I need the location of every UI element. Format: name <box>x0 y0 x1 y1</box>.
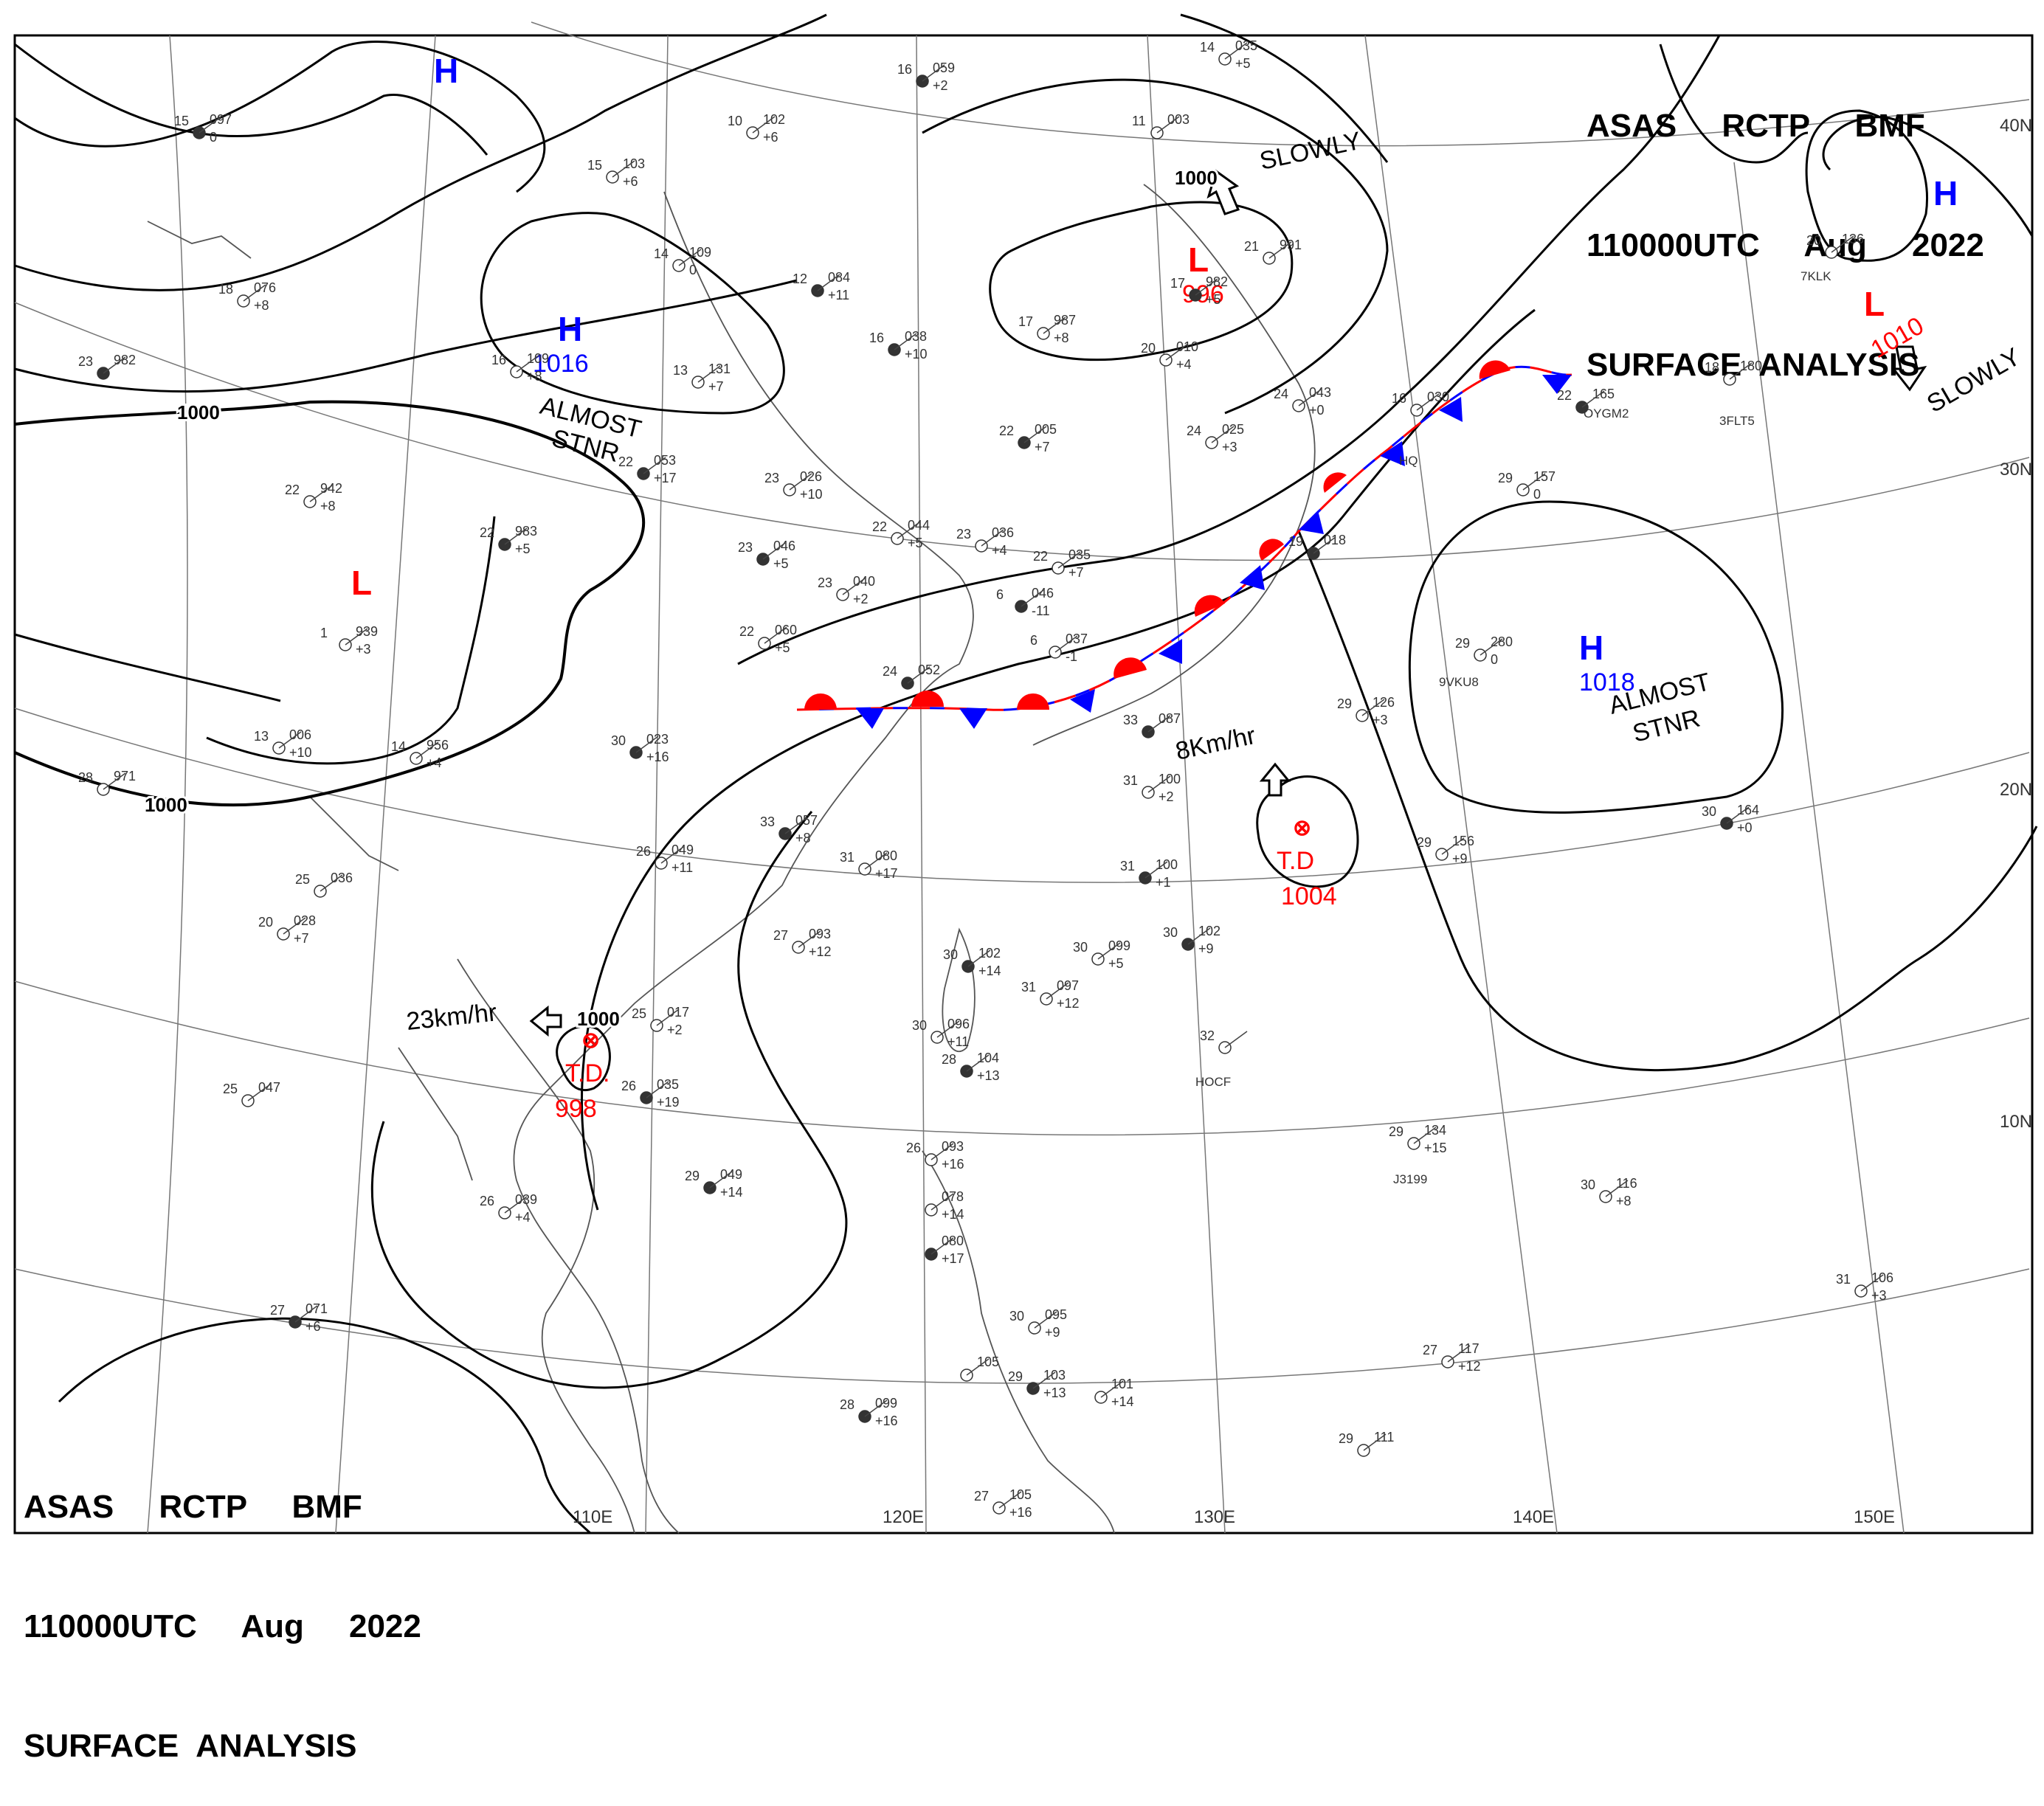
arrow-td-west <box>529 1005 562 1037</box>
coast-japan <box>1032 184 1316 746</box>
isobar-1012-front <box>737 35 1721 665</box>
front-semicircle <box>804 693 837 710</box>
front-triangle <box>1380 441 1405 466</box>
coast-indochina <box>457 958 635 1534</box>
meridian-110e <box>335 35 436 1534</box>
isobar-td-small <box>556 1025 611 1092</box>
isobar-1012-sw <box>58 1317 592 1535</box>
front-semicircle <box>1323 472 1347 493</box>
isobar-1016-high-east <box>1408 500 1784 814</box>
isobar-1016-ne <box>1822 116 2034 237</box>
header-top-right: ASAS RCTP BMF 110000UTC Aug 2022 SURFACE… <box>1586 27 1984 425</box>
parallel-30n <box>14 302 2030 561</box>
cold-front-triangles <box>856 375 1572 729</box>
meridian-130e <box>1147 35 1226 1534</box>
coast-inland-2 <box>309 796 399 871</box>
isobar-1004-middle <box>14 633 281 702</box>
front-triangle <box>1439 397 1463 422</box>
meridian-100e <box>147 35 188 1534</box>
isobar-1012-north-arc <box>1180 13 1389 163</box>
coast-philippines <box>922 1150 1115 1534</box>
isobar-1004-td-east <box>1256 775 1359 888</box>
header-line-3: SURFACE ANALYSIS <box>1586 347 1920 383</box>
front-triangle <box>1299 511 1324 534</box>
front-semicircle <box>1114 657 1147 679</box>
coast-china-korea <box>513 191 974 1534</box>
front-semicircle <box>1194 595 1225 617</box>
header-line-2: 110000UTC Aug 2022 <box>1586 227 1984 263</box>
coast-inland-1 <box>147 221 252 259</box>
front-triangle <box>959 708 987 729</box>
isobar-1008-middle <box>206 516 496 765</box>
header-line-1: ASAS RCTP BMF <box>1586 108 1925 144</box>
map-border <box>13 34 2034 1535</box>
isobar-1004-low-east <box>989 201 1294 361</box>
front-semicircle <box>1017 693 1049 710</box>
front-semicircle <box>911 691 944 707</box>
arrow-td-east <box>1259 762 1291 797</box>
isobars <box>14 13 2038 1535</box>
header-bottom-left: ASAS RCTP BMF 110000UTC Aug 2022 SURFACE… <box>24 1408 421 1806</box>
front-triangle <box>1542 375 1572 394</box>
meridian-120e <box>645 35 669 1534</box>
isobar-1012-ne-outer <box>1659 44 1809 164</box>
front-semicircle <box>1259 539 1284 561</box>
meridian-150e <box>1733 162 1905 1534</box>
front-triangle <box>1240 565 1265 590</box>
parallel-40n <box>531 21 2030 147</box>
coast-inland-3 <box>398 1047 473 1181</box>
arrow-slowly-north <box>1206 169 1240 215</box>
front-semicircle <box>1479 360 1510 379</box>
header-line-2: 110000UTC Aug 2022 <box>24 1608 421 1644</box>
isobar-1012-east-outer <box>1297 530 2038 1072</box>
parallel-10n <box>14 980 2030 1136</box>
isobar-1016-high-center <box>480 212 785 415</box>
isobar-1004-south <box>370 811 848 1389</box>
parallel-0 <box>14 1268 2030 1384</box>
coast-taiwan <box>942 927 976 1053</box>
isobar-1008-north <box>14 13 827 291</box>
isobar-1000-north <box>14 400 646 807</box>
front-triangle <box>1070 689 1095 713</box>
front-triangle <box>856 708 884 729</box>
arrow-slowly-ne <box>1891 345 1927 392</box>
isobar-1004-north <box>14 279 798 393</box>
coastlines <box>147 184 1316 1534</box>
meridian-125e <box>916 35 927 1534</box>
warm-front-semicircles <box>804 360 1510 710</box>
isobar-1008-east <box>922 78 1389 415</box>
front-triangle <box>1159 639 1182 664</box>
meridian-140e <box>1364 35 1558 1534</box>
header-line-1: ASAS RCTP BMF <box>24 1489 362 1525</box>
isobar-1016-upper-left <box>14 41 546 193</box>
isobar-1008-south-front <box>580 308 1536 1211</box>
movement-arrows <box>529 169 1927 1037</box>
stationary-front <box>796 360 1572 729</box>
isobar-1012-upper-left <box>14 43 488 156</box>
header-line-3: SURFACE ANALYSIS <box>24 1728 357 1764</box>
